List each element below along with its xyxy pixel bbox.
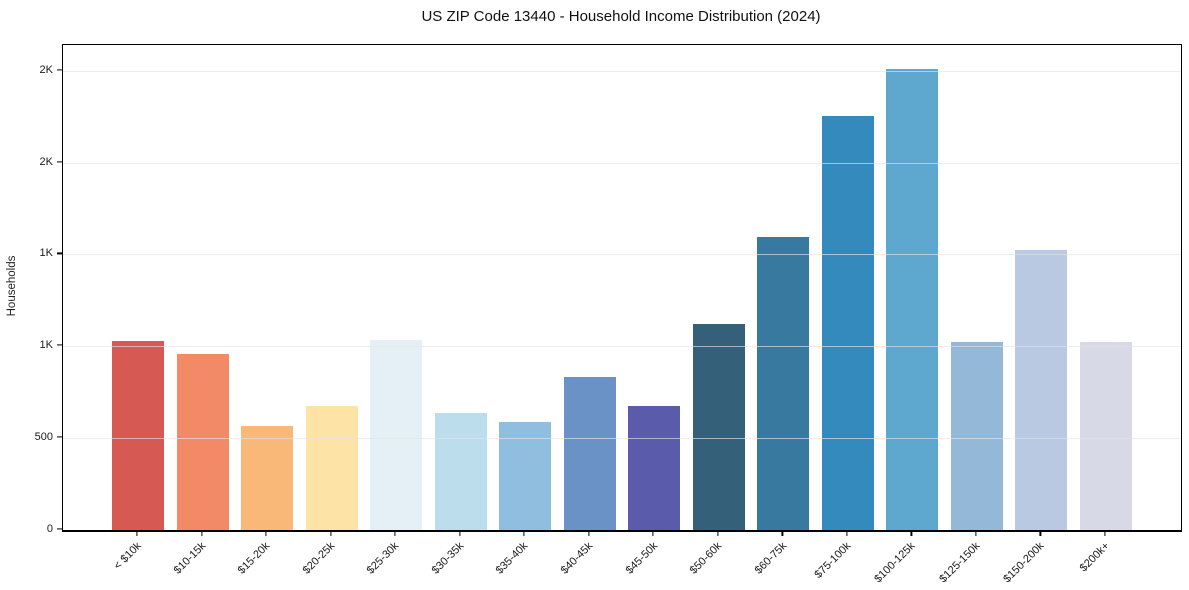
x-tick-mark xyxy=(652,531,654,536)
x-tick-mark xyxy=(200,531,203,536)
bar-150-200k xyxy=(1015,250,1068,530)
x-tick-label: $35-40k xyxy=(494,540,531,577)
x-tick-mark xyxy=(265,531,267,536)
x-tick-label: $25-30k xyxy=(365,540,402,577)
y-tick-mark xyxy=(57,69,62,71)
x-tick-label: $75-100k xyxy=(812,540,854,581)
y-tick-label: 1K xyxy=(39,339,53,352)
bar-30-35k xyxy=(434,413,487,530)
x-tick-mark xyxy=(394,531,396,536)
x-tick-label: $20-25k xyxy=(300,540,338,577)
x-tick-label: $40-45k xyxy=(558,540,596,577)
x-tick-label: $30-35k xyxy=(429,540,467,577)
y-tick-label: 0 xyxy=(46,523,53,535)
x-tick-mark xyxy=(781,531,783,536)
y-tick-mark xyxy=(57,252,62,255)
x-tick-mark xyxy=(330,531,332,536)
x-tick-label: $100-125k xyxy=(872,540,918,586)
x-tick-mark xyxy=(523,531,525,536)
y-axis-label: Households xyxy=(6,255,18,317)
x-tick-mark xyxy=(1104,531,1106,536)
x-tick-mark xyxy=(846,531,848,536)
y-tick-label: 2K xyxy=(39,155,53,168)
bar-45-50k xyxy=(628,406,681,530)
bar-20-25k xyxy=(305,405,358,530)
bar-60-75k xyxy=(757,236,810,530)
bar-75-100k xyxy=(821,116,874,530)
x-tick-label: $50-60k xyxy=(687,540,725,577)
bar-10-15k xyxy=(176,353,229,530)
bar-200k+ xyxy=(1080,342,1132,530)
x-tick-mark xyxy=(459,531,461,536)
bar-125-150k xyxy=(950,342,1003,530)
x-tick-label: $10-15k xyxy=(171,540,209,577)
x-tick-mark xyxy=(910,531,912,536)
y-tick-mark xyxy=(57,528,62,530)
bar-10k xyxy=(112,341,164,530)
plot-area xyxy=(62,44,1182,532)
bar-100-125k xyxy=(886,69,939,530)
x-tick-label: $45-50k xyxy=(623,540,660,577)
y-tick-label: 1K xyxy=(39,247,53,260)
x-tick-label: $200k+ xyxy=(1077,540,1112,575)
x-tick-label: $15-20k xyxy=(235,540,273,577)
x-tick-mark xyxy=(588,531,590,536)
y-tick-mark xyxy=(57,160,62,163)
x-tick-mark xyxy=(975,531,977,536)
bars-layer xyxy=(63,45,1181,530)
x-tick-label: $150-200k xyxy=(1001,540,1047,586)
bar-50-60k xyxy=(692,323,745,530)
x-tick-label: $125-150k xyxy=(937,540,983,586)
x-tick-mark xyxy=(136,531,138,536)
bar-35-40k xyxy=(499,421,552,530)
chart-title: US ZIP Code 13440 - Household Income Dis… xyxy=(421,8,821,25)
bar-15-20k xyxy=(241,425,294,530)
y-tick-mark xyxy=(57,344,62,346)
x-tick-label: < $10k xyxy=(111,540,144,573)
bar-25-30k xyxy=(370,339,423,530)
x-tick-label: $60-75k xyxy=(752,540,789,577)
bar-40-45k xyxy=(563,377,616,530)
y-tick-mark xyxy=(57,436,62,438)
y-tick-label: 500 xyxy=(34,431,53,444)
x-tick-mark xyxy=(717,531,719,536)
y-tick-label: 2K xyxy=(39,63,53,76)
x-tick-mark xyxy=(1039,531,1042,536)
